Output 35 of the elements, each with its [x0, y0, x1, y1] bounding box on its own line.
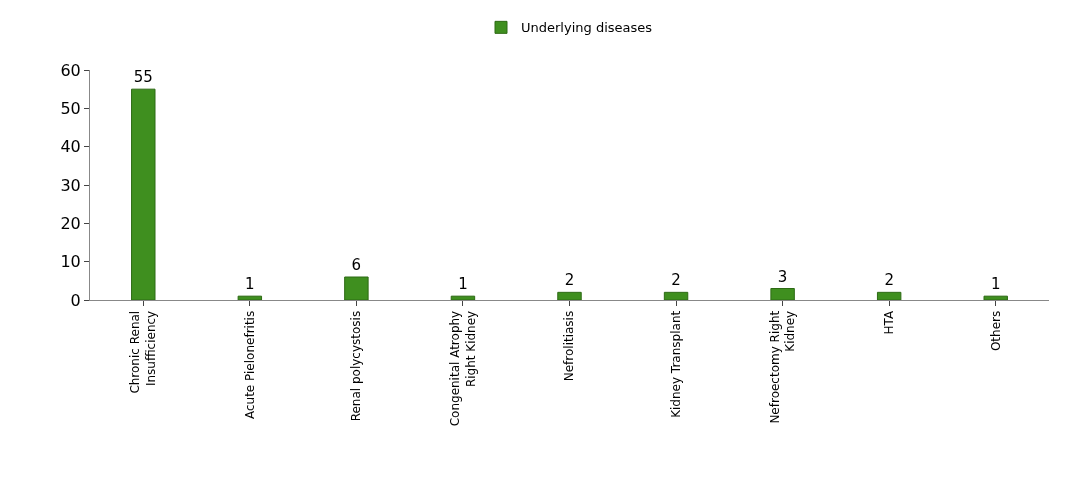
y-tick-label: 40 [60, 137, 81, 157]
x-tick-label: Congenital Atrophy Right Kidney [448, 310, 478, 427]
y-tick-label: 0 [70, 290, 81, 310]
data-label: 1 [990, 275, 1001, 294]
y-tick-label: 10 [60, 252, 81, 272]
bar [876, 291, 902, 300]
bar [344, 276, 369, 300]
data-label: 2 [884, 271, 894, 290]
bar [557, 291, 582, 300]
bar [663, 291, 689, 300]
x-tick-label: HTA [882, 310, 897, 335]
data-label: 3 [777, 267, 788, 286]
x-tick-label: Renal polycystosis [349, 310, 364, 422]
data-label: 2 [564, 271, 575, 290]
data-label: 6 [351, 256, 362, 274]
data-label: 1 [458, 275, 468, 294]
bar [770, 288, 795, 300]
x-tick-label: Nefroectomy Right Kidney [767, 310, 798, 424]
data-label: 55 [133, 68, 153, 87]
legend-label: Underlying diseases [521, 20, 653, 36]
data-label: 1 [245, 275, 255, 294]
y-tick-label: 30 [60, 175, 81, 195]
y-tick-label: 20 [60, 213, 81, 233]
x-tick-label: Chronic Renal Insufficiency [128, 310, 158, 394]
x-tick-label: Nefrolitiasis [562, 310, 577, 382]
y-tick-label: 50 [60, 98, 81, 118]
bar [237, 295, 263, 300]
data-label: 2 [671, 271, 681, 290]
y-tick-label: 60 [60, 60, 81, 80]
bar [450, 295, 476, 300]
x-tick-label: Kidney Transplant [668, 310, 683, 418]
bar [131, 88, 156, 300]
bar [983, 295, 1008, 300]
x-tick-label: Acute Pielonefritis [242, 310, 257, 420]
x-tick-label: Others [988, 310, 1003, 352]
